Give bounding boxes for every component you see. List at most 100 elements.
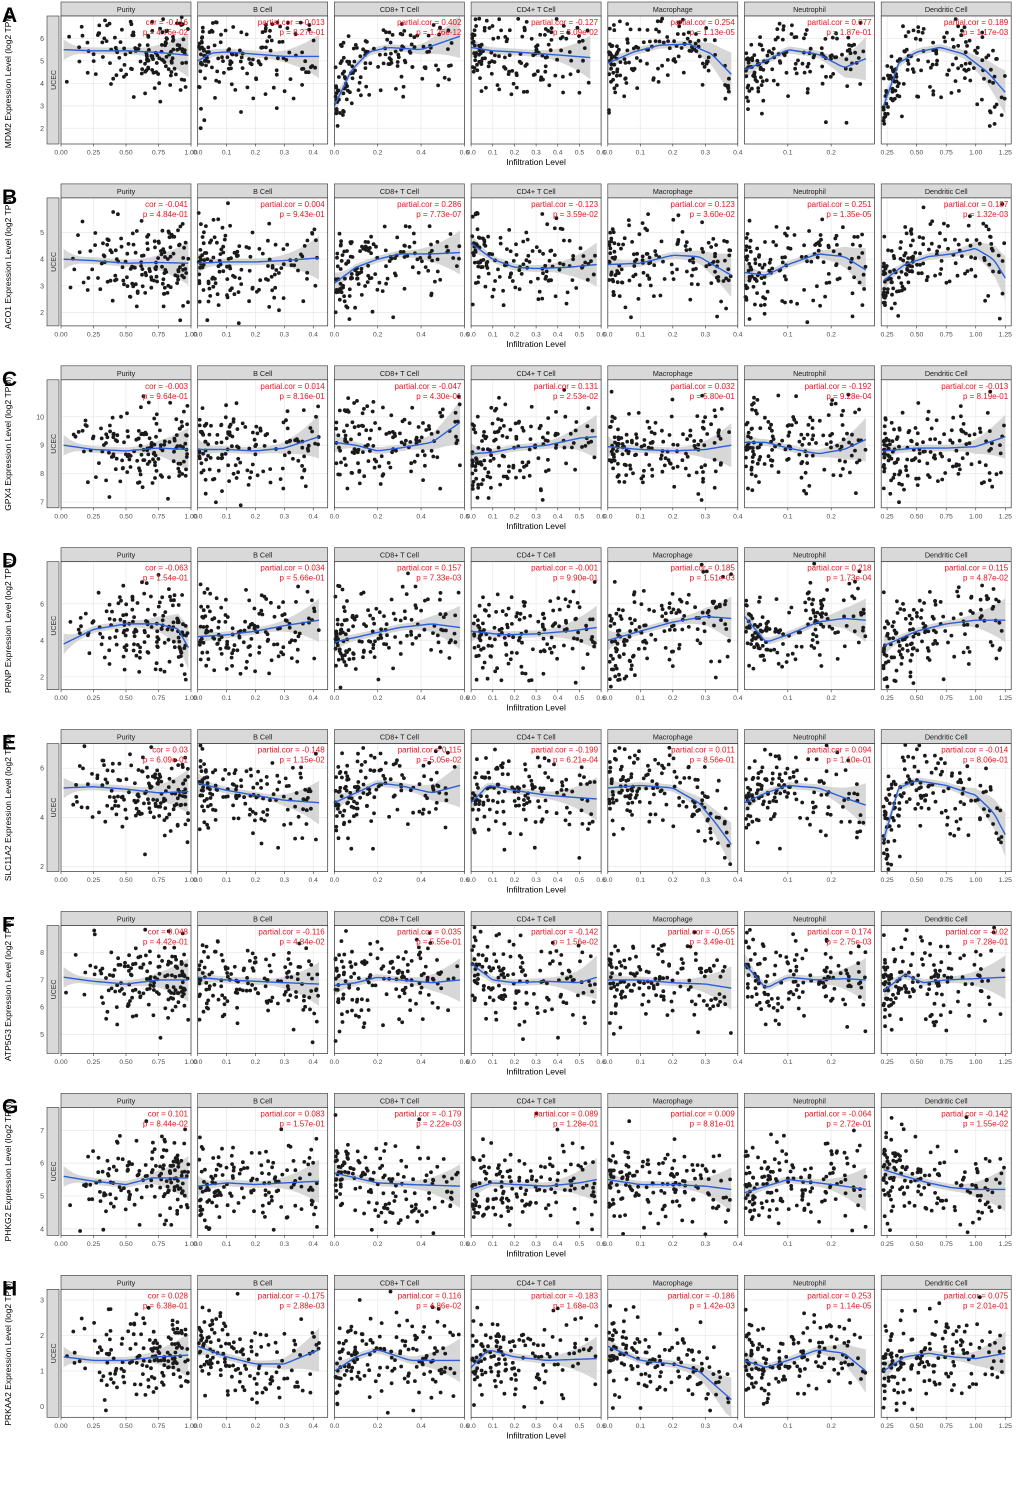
data-point [757, 253, 762, 258]
data-point [211, 477, 215, 482]
data-point [1000, 202, 1005, 206]
data-point [688, 433, 693, 438]
data-point [677, 642, 682, 647]
data-point [384, 281, 388, 286]
data-point [850, 291, 855, 296]
x-tick-label: 0.0 [193, 513, 203, 520]
data-point [670, 664, 675, 668]
data-point [939, 95, 943, 100]
data-point [727, 638, 731, 643]
data-point [805, 87, 810, 91]
data-point [145, 43, 150, 47]
data-point [884, 436, 889, 441]
data-point [536, 619, 541, 624]
data-point [237, 635, 242, 640]
data-point [611, 466, 615, 471]
data-point [267, 305, 272, 309]
data-point [96, 590, 101, 595]
data-point [205, 624, 209, 629]
data-point [165, 257, 170, 261]
data-point [125, 454, 130, 459]
data-point [483, 56, 487, 61]
data-point [209, 628, 214, 633]
data-point [121, 654, 126, 659]
data-point [789, 605, 794, 610]
data-point [183, 85, 188, 89]
data-point [230, 434, 235, 439]
data-point [486, 271, 491, 276]
data-point [668, 461, 673, 466]
data-point [427, 224, 432, 229]
data-point [971, 611, 975, 615]
data-point [663, 646, 668, 650]
data-point [895, 84, 900, 89]
data-point [725, 239, 729, 244]
data-point [199, 106, 203, 111]
data-point [488, 448, 492, 453]
data-point [709, 422, 713, 427]
data-point [677, 646, 681, 651]
data-point [370, 409, 375, 414]
data-point [114, 812, 119, 817]
data-point [726, 86, 731, 91]
stat-annotation: p = 6.09e-01 [143, 756, 189, 765]
data-point [756, 86, 761, 90]
data-point [509, 595, 514, 600]
data-point [312, 609, 317, 614]
data-point [472, 423, 476, 428]
data-point [753, 261, 758, 266]
data-point [520, 34, 525, 39]
data-point [430, 258, 434, 263]
data-point [481, 447, 485, 452]
data-point [629, 621, 634, 626]
data-point [592, 272, 596, 277]
data-point [121, 630, 126, 635]
data-point [159, 252, 164, 257]
data-point [541, 435, 545, 440]
data-point [429, 293, 434, 298]
data-point [943, 39, 947, 44]
data-point [825, 588, 829, 592]
data-point [916, 29, 921, 34]
data-point [682, 614, 687, 618]
data-point [824, 120, 828, 125]
data-point [835, 657, 840, 661]
panel-title: Purity [117, 551, 136, 560]
data-point [937, 440, 942, 445]
data-point [228, 288, 233, 293]
data-point [752, 70, 757, 75]
x-tick-label: 1.00 [969, 513, 982, 520]
data-point [438, 597, 442, 602]
data-point [421, 421, 425, 425]
data-point [626, 218, 631, 223]
data-point [338, 628, 343, 633]
data-point [273, 272, 277, 277]
data-point [573, 617, 578, 622]
data-point [935, 58, 939, 63]
data-point [101, 241, 105, 246]
data-point [537, 289, 542, 294]
data-point [927, 658, 932, 662]
data-point [154, 661, 159, 666]
data-point [941, 614, 946, 619]
data-point [473, 17, 478, 22]
data-point [369, 276, 374, 280]
data-point [178, 88, 183, 92]
data-point [699, 498, 704, 502]
data-point [484, 435, 489, 439]
data-point [363, 66, 368, 70]
data-point [611, 70, 616, 75]
x-tick-label: 0.25 [87, 513, 100, 520]
data-point [900, 482, 904, 487]
data-point [147, 267, 152, 271]
data-point [956, 43, 961, 48]
data-point [829, 440, 833, 444]
data-point [198, 624, 203, 629]
data-point [759, 43, 764, 48]
data-point [453, 419, 458, 424]
data-point [766, 454, 771, 459]
data-point [267, 221, 272, 226]
stat-annotation: p = 4.84e-01 [143, 210, 189, 219]
confidence-ribbon [63, 427, 189, 472]
